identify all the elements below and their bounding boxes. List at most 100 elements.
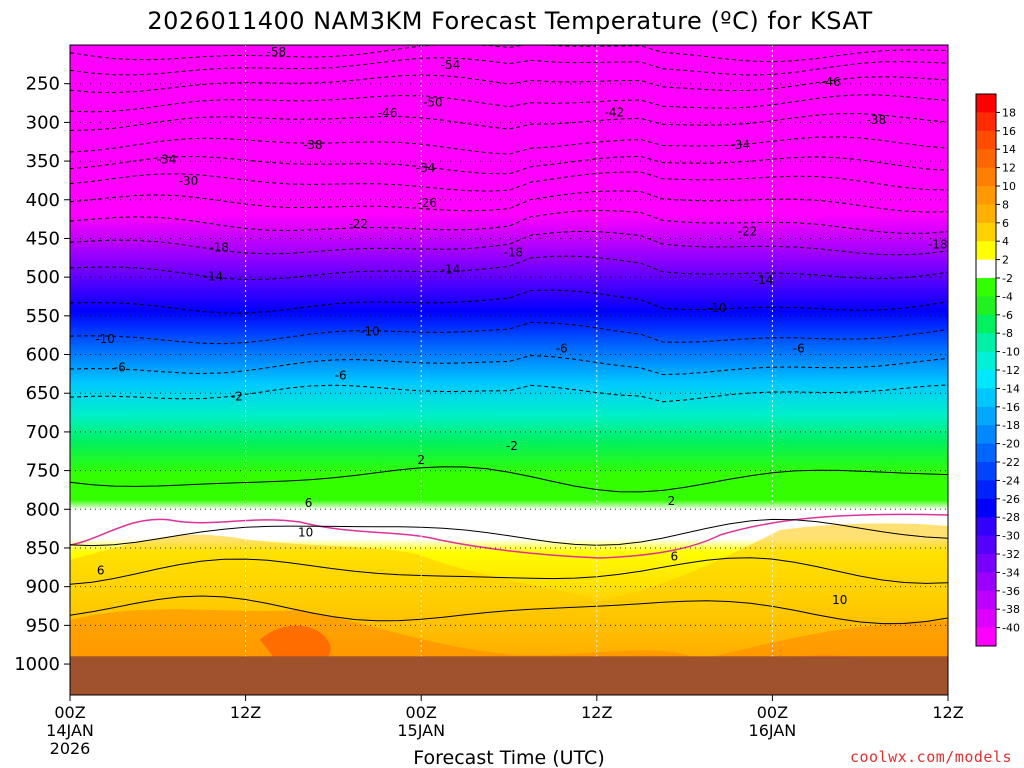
y-tick-label: 350 [26,151,60,172]
contour-label: -34 [416,161,436,175]
contour-label: -34 [157,153,177,167]
colorbar-label: 12 [1002,162,1016,175]
contour-label: -6 [114,361,126,375]
contour-label: -14 [204,269,224,283]
colorbar-swatch [976,149,996,169]
colorbar-swatch [976,535,996,555]
chart-title: 2026011400 NAM3KM Forecast Temperature (… [147,7,872,35]
colorbar-swatch [976,609,996,629]
colorbar-swatch [976,314,996,334]
colorbar-swatch [976,167,996,187]
colorbar-label: -30 [1002,530,1020,543]
contour-label: -10 [707,301,727,315]
colorbar-swatch [976,572,996,592]
isotherm-line [70,466,948,493]
y-tick-label: 950 [26,615,60,636]
contour-label: -34 [730,138,750,152]
x-tick-label: 14JAN [46,721,94,740]
x-tick-label: 12Z [230,703,261,722]
x-axis-label: Forecast Time (UTC) [413,747,604,768]
x-tick-label: 00Z [54,703,85,722]
contour-label: -2 [231,389,243,403]
colorbar-swatch [976,241,996,261]
isotherm-line [70,518,948,547]
plot-frame [69,44,949,696]
colorbar-label: 4 [1002,235,1009,248]
colorbar-swatch [976,425,996,445]
y-tick-label: 1000 [14,654,60,675]
colorbar-label: 8 [1002,198,1009,211]
x-tick-label: 16JAN [749,721,797,740]
contour-label: -58 [267,45,287,59]
isotherm-line [70,321,948,345]
contour-label: 2 [417,453,425,467]
colorbar-swatch [976,204,996,224]
x-tick-label: 12Z [581,703,612,722]
contour-label: 6 [305,496,313,510]
isotherm-line [70,171,948,192]
colorbar-label: -24 [1002,474,1020,487]
x-tick-label: 2026 [50,739,91,758]
colorbar-swatch [976,222,996,242]
colorbar-label: 18 [1002,106,1016,119]
colorbar-label: -8 [1002,327,1013,340]
colorbar-label: 2 [1002,254,1009,267]
isotherm-line [70,230,948,256]
colorbar-label: -10 [1002,346,1020,359]
contour-label: -2 [506,439,518,453]
contour-label: -46 [821,75,841,89]
contour-label: -14 [754,273,774,287]
colorbar-swatch [976,278,996,297]
colorbar-label: -16 [1002,401,1020,414]
y-tick-label: 450 [26,228,60,249]
colorbar-swatch [976,186,996,205]
grid-lines [70,45,948,695]
contour-label: -18 [209,241,229,255]
contour-label: -54 [441,58,461,72]
isotherm-line [70,557,948,585]
colorbar-swatch [976,296,996,316]
y-tick-label: 500 [26,267,60,288]
y-tick-label: 650 [26,383,60,404]
y-tick-label: 600 [26,345,60,366]
y-tick-label: 750 [26,461,60,482]
colorbar-label: -36 [1002,585,1020,598]
colorbar-label: 10 [1002,180,1016,193]
isotherm-line [70,190,948,213]
colorbar-swatch [976,370,996,389]
contour-label: -18 [928,238,948,252]
isotherm-contours [70,45,948,625]
isotherm-line [70,209,948,234]
colorbar-swatch [976,112,996,132]
contour-label-group: -58-54-50-46-46 -42-38-38 -34-34-34-30-26-… [95,45,947,607]
contour-label: -14 [441,262,461,276]
colorbar-swatch [976,333,996,353]
freezing-line [70,513,948,559]
contour-label: 6 [97,563,105,577]
isotherm-line [70,384,948,403]
colorbar-swatch [976,590,996,610]
plot-area: -58-54-50-46-46 -42-38-38 -34-34-34-30-26-… [70,45,948,695]
x-tick-label: 12Z [932,703,963,722]
y-tick-label: 800 [26,499,60,520]
contour-label: -10 [95,332,115,346]
surface-ground [70,656,948,695]
colorbar-swatch [976,498,996,518]
colorbar-label: 16 [1002,125,1016,138]
isotherm-line [70,136,948,155]
contour-label: -6 [335,368,347,382]
isotherm-line [70,595,948,625]
colorbar-swatch [976,406,996,426]
colorbar-swatch [976,259,996,279]
colorbar-legend: 18 16 14 12 10 8 6 4 2 -2 -4 -6 -8 -10 -12 -14 -16 -18 -20… [975,93,1020,647]
x-tick-label: 15JAN [397,721,445,740]
colorbar-label: -18 [1002,419,1020,432]
contour-label: -10 [360,324,380,338]
contour-label: 10 [832,593,847,607]
y-tick-label: 250 [26,74,60,95]
colorbar-label: 6 [1002,217,1009,230]
contour-label: -38 [866,113,886,127]
colorbar-swatch [976,480,996,500]
contour-label: 2 [668,494,676,508]
colorbar-swatch [976,351,996,371]
